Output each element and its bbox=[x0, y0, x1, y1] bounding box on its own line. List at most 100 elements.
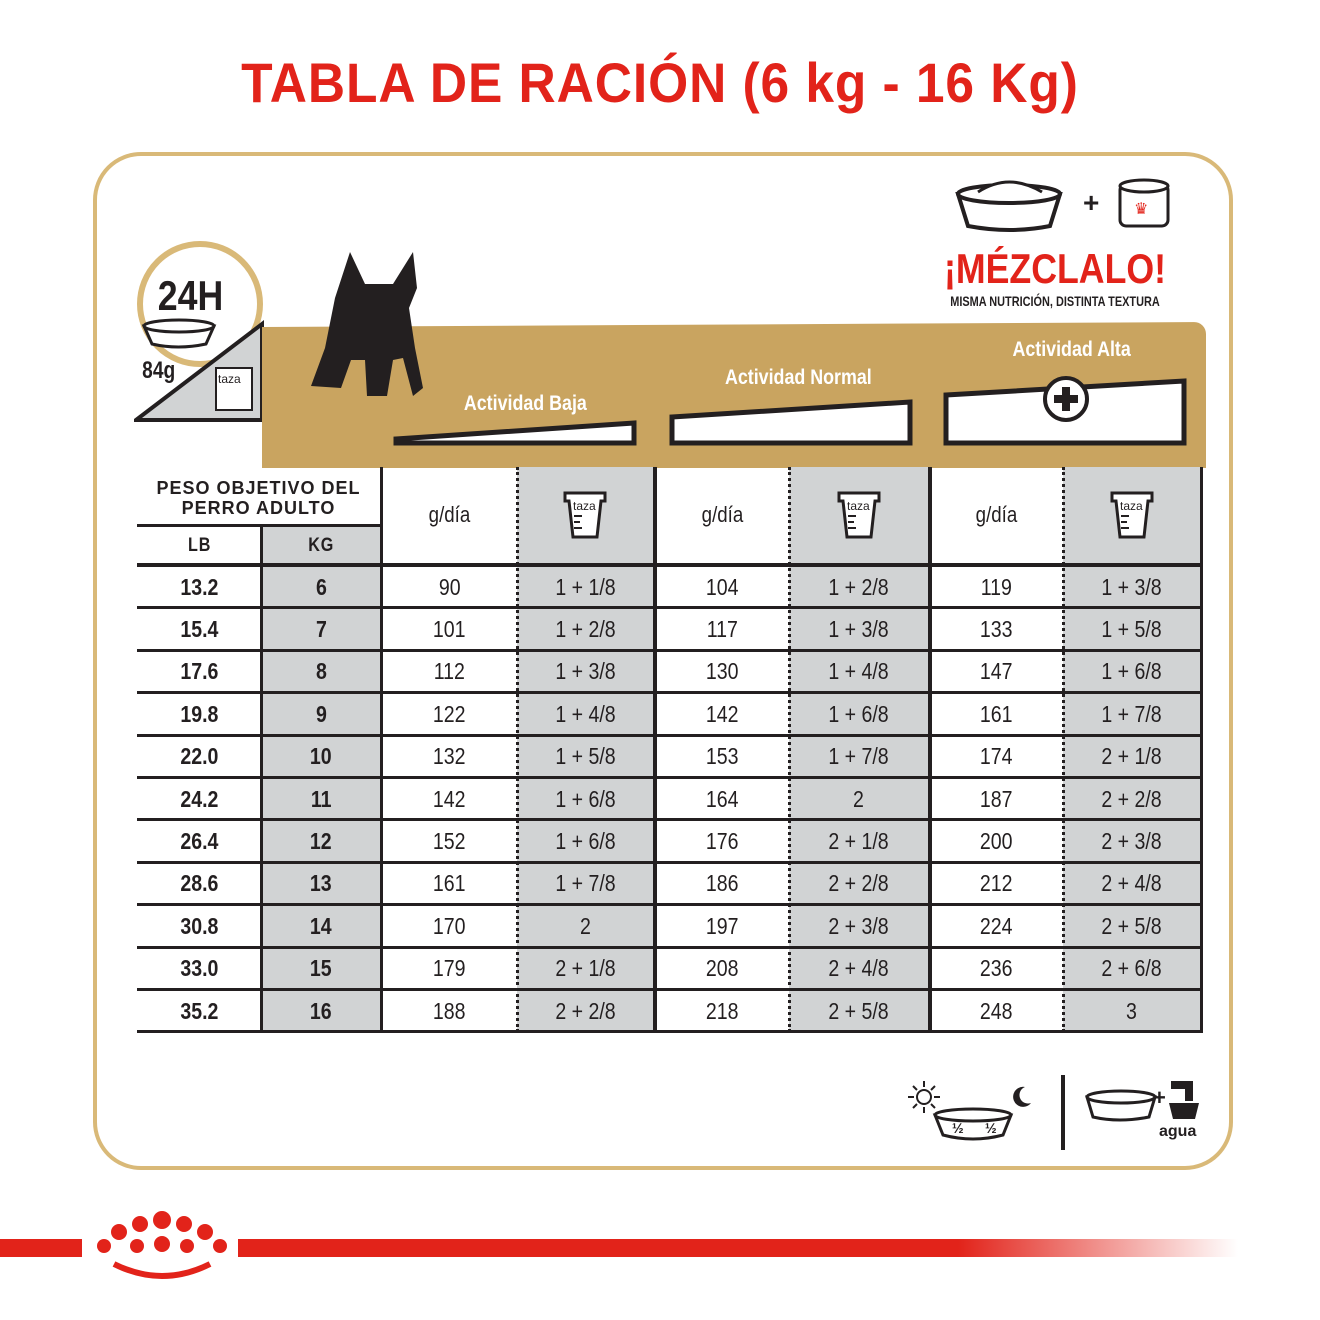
grams-per-day: 147 bbox=[930, 651, 1063, 693]
grams-per-day: 142 bbox=[382, 778, 517, 820]
activity-low-label: Actividad Baja bbox=[463, 392, 587, 415]
row-divider bbox=[137, 733, 1203, 737]
dotted-divider bbox=[788, 467, 791, 1032]
cups: 2 + 1/8 bbox=[789, 820, 928, 862]
cups: 1 + 6/8 bbox=[1063, 651, 1200, 693]
cups: 1 + 2/8 bbox=[789, 566, 928, 608]
cups: 1 + 6/8 bbox=[789, 693, 928, 735]
grams-per-day-text: 152 bbox=[433, 828, 466, 855]
grams-per-day-text: 161 bbox=[433, 870, 466, 897]
cups: 3 bbox=[1063, 990, 1200, 1032]
svg-text:♛: ♛ bbox=[1134, 201, 1148, 218]
grams-per-day-header: g/día bbox=[930, 490, 1063, 540]
cups-text: 2 + 2/8 bbox=[828, 870, 889, 897]
row-divider bbox=[137, 691, 1203, 695]
cups: 2 bbox=[517, 905, 653, 947]
grams-per-day-text: 164 bbox=[705, 785, 739, 812]
sun-icon bbox=[908, 1081, 940, 1113]
cups: 1 + 3/8 bbox=[1063, 566, 1200, 608]
cups-text: 2 bbox=[853, 785, 864, 812]
dog-silhouette-icon bbox=[311, 252, 423, 396]
weight-lb-text: 15.4 bbox=[180, 616, 219, 643]
clock-icon bbox=[134, 241, 264, 422]
cups-text: 2 + 1/8 bbox=[1101, 743, 1162, 770]
hours-label: 24H bbox=[157, 272, 224, 319]
kg-header-text: KG bbox=[308, 535, 334, 556]
ration-card bbox=[93, 152, 1233, 1170]
grams-per-day-text: 186 bbox=[705, 870, 739, 897]
grams-per-day-text: 142 bbox=[705, 700, 739, 727]
grams-per-day-text: 248 bbox=[980, 997, 1013, 1024]
half-morning: ½ bbox=[952, 1120, 964, 1136]
cups-text: 1 + 4/8 bbox=[554, 700, 616, 727]
weight-kg-text: 16 bbox=[310, 997, 332, 1024]
grams-per-day-text: 208 bbox=[705, 955, 739, 982]
weight-lb-text: 22.0 bbox=[180, 743, 219, 770]
weight-lb: 30.8 bbox=[137, 905, 262, 947]
weight-kg: 16 bbox=[262, 990, 380, 1032]
grams-per-day-header-text: g/día bbox=[428, 502, 471, 527]
grams-per-day: 218 bbox=[655, 990, 789, 1032]
grams-per-day-text: 197 bbox=[705, 912, 739, 939]
weight-lb-text: 35.2 bbox=[180, 997, 219, 1024]
faucet-icon bbox=[1169, 1081, 1199, 1119]
grams-per-day: 90 bbox=[382, 566, 517, 608]
grams-per-day: 130 bbox=[655, 651, 789, 693]
cups-text: 2 + 2/8 bbox=[1101, 785, 1162, 812]
grams-per-day-text: 119 bbox=[980, 573, 1013, 600]
weight-kg-text: 10 bbox=[310, 743, 332, 770]
cups-text: 1 + 2/8 bbox=[554, 616, 616, 643]
grams-per-day-text: 200 bbox=[980, 828, 1013, 855]
grams-per-day-text: 147 bbox=[980, 658, 1013, 685]
weight-lb: 17.6 bbox=[137, 651, 262, 693]
weight-lb: 28.6 bbox=[137, 863, 262, 905]
weight-lb: 13.2 bbox=[137, 566, 262, 608]
cup-label: taza bbox=[218, 372, 241, 386]
grams-per-day: 187 bbox=[930, 778, 1063, 820]
cups: 2 + 2/8 bbox=[517, 990, 653, 1032]
weight-kg: 10 bbox=[262, 736, 380, 778]
cups: 1 + 5/8 bbox=[517, 736, 653, 778]
weight-kg: 6 bbox=[262, 566, 380, 608]
grams-per-day-text: 117 bbox=[706, 616, 738, 643]
kg-header: KG bbox=[262, 527, 380, 565]
grams-per-day: 174 bbox=[930, 736, 1063, 778]
cups: 2 + 6/8 bbox=[1063, 948, 1200, 990]
svg-text:+: + bbox=[1153, 1085, 1166, 1110]
cups-text: 2 + 4/8 bbox=[1101, 870, 1162, 897]
cups: 1 + 2/8 bbox=[517, 608, 653, 650]
weight-kg: 13 bbox=[262, 863, 380, 905]
weight-lb-text: 33.0 bbox=[180, 955, 219, 982]
grams-per-day: 208 bbox=[655, 948, 789, 990]
divider bbox=[137, 563, 1203, 567]
grams-per-day: 152 bbox=[382, 820, 517, 862]
weight-lb-text: 13.2 bbox=[180, 573, 219, 600]
cups-text: 1 + 7/8 bbox=[1101, 700, 1162, 727]
lb-header: LB bbox=[137, 527, 262, 565]
divider bbox=[137, 524, 382, 527]
weight-kg: 14 bbox=[262, 905, 380, 947]
cups-text: 1 + 6/8 bbox=[554, 828, 616, 855]
grams-per-day-text: 101 bbox=[433, 616, 466, 643]
cup-icon: taza bbox=[1063, 488, 1200, 542]
cups: 2 + 2/8 bbox=[1063, 778, 1200, 820]
mix-title: ¡MÉZCLALO! bbox=[943, 245, 1167, 292]
cups-text: 1 + 1/8 bbox=[554, 573, 616, 600]
cup-icon: taza bbox=[789, 488, 928, 542]
cups-text: 1 + 5/8 bbox=[1101, 616, 1162, 643]
cups: 2 + 5/8 bbox=[1063, 905, 1200, 947]
weight-kg-text: 14 bbox=[310, 912, 332, 939]
cups-text: 1 + 6/8 bbox=[1101, 658, 1162, 685]
cups-text: 1 + 7/8 bbox=[828, 743, 889, 770]
cups-text: 1 + 7/8 bbox=[554, 870, 616, 897]
row-divider bbox=[137, 945, 1203, 949]
grams-per-day-text: 218 bbox=[705, 997, 739, 1024]
grams-per-day: 188 bbox=[382, 990, 517, 1032]
grams-per-day-header: g/día bbox=[382, 490, 517, 540]
weight-kg-text: 7 bbox=[315, 616, 327, 643]
row-divider bbox=[137, 818, 1203, 822]
cups-text: 2 + 2/8 bbox=[554, 997, 616, 1024]
grams-per-day-text: 130 bbox=[705, 658, 739, 685]
weight-lb: 15.4 bbox=[137, 608, 262, 650]
cups: 1 + 4/8 bbox=[517, 693, 653, 735]
